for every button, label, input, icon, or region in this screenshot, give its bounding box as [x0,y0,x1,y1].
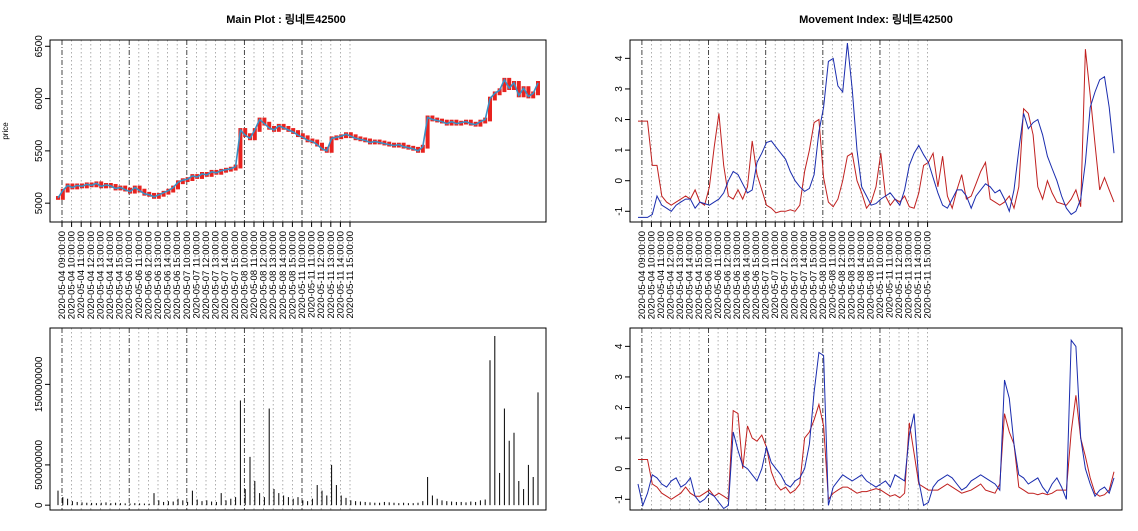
price-panel-x-tick-label: 2020-05-06 15:00:00 [172,231,183,319]
movement-panel-top-x-tick-label: 2020-05-08 12:00:00 [837,231,848,319]
movement-panel-top-x-tick-label: 2020-05-08 13:00:00 [846,231,857,319]
price-panel-x-tick-label: 2020-05-08 14:00:00 [278,231,289,319]
price-panel-frame [49,39,547,223]
price-panel-x-tick-label: 2020-05-06 11:00:00 [134,231,145,319]
movement-panel-top-y-tick-label: 0 [614,177,625,183]
movement-panel-bottom-y-tick-label: 4 [614,343,625,349]
movement-panel-top-x-tick-label: 2020-05-04 14:00:00 [685,231,696,319]
price-panel-x-tick-label: 2020-05-07 12:00:00 [201,231,212,319]
price-panel-x-tick-label: 2020-05-04 14:00:00 [105,231,116,319]
movement-panel-top-x-tick-label: 2020-05-11 12:00:00 [894,231,905,319]
movement-panel-top-x-tick-label: 2020-05-04 10:00:00 [646,231,657,319]
price-panel-x-tick-label: 2020-05-08 12:00:00 [259,231,270,319]
price-panel-x-tick-label: 2020-05-08 15:00:00 [287,231,298,319]
movement-panel-bottom-frame [629,327,1123,511]
movement-panel-bottom-y-tick-label: -1 [614,494,625,503]
volume-panel-y-tick-label: 0 [34,502,45,508]
movement-panel-bottom-blue-series-line [637,338,1115,510]
price-panel-x-tick-label: 2020-05-06 14:00:00 [163,231,174,319]
price-panel-x-tick-label: 2020-05-06 12:00:00 [143,231,154,319]
price-panel-x-tick-label: 2020-05-04 15:00:00 [115,231,126,319]
price-panel-x-tick-label: 2020-05-08 13:00:00 [268,231,279,319]
movement-panel-top-x-tick-label: 2020-05-04 13:00:00 [675,231,686,319]
movement-panel-top-red-series-line [638,49,1115,214]
price-panel-x-tick-label: 2020-05-04 13:00:00 [95,231,106,319]
price-panel-x-tick-label: 2020-05-11 14:00:00 [335,231,346,319]
movement-panel-top-x-tick-label: 2020-05-08 11:00:00 [827,231,838,319]
price-panel-x-tick-label: 2020-05-07 15:00:00 [230,231,241,319]
price-panel-x-tick-label: 2020-05-04 09:00:00 [57,231,68,319]
movement-panel-top-y-tick-label: 1 [614,147,625,153]
movement-panel-top-x-tick-label: 2020-05-08 15:00:00 [865,231,876,319]
movement-panel-bottom-red-series-line [638,395,1115,501]
movement-panel-top-x-tick-label: 2020-05-11 11:00:00 [884,231,895,318]
movement-panel-top-x-tick-label: 2020-05-08 14:00:00 [856,231,867,319]
movement-panel-top-x-tick-label: 2020-05-06 10:00:00 [704,231,715,319]
price-panel-x-tick-label: 2020-05-06 13:00:00 [153,231,164,319]
volume-panel-y-tick-label: 1500000000 [34,356,45,412]
movement-panel-top-x-tick-label: 2020-05-04 12:00:00 [665,231,676,319]
price-panel-x-tick-label: 2020-05-11 12:00:00 [316,231,327,319]
movement-panel-top-x-tick-label: 2020-05-06 14:00:00 [742,231,753,319]
main-plot-title: Main Plot : 링네트42500 [226,12,346,26]
movement-panel-top-y-tick-label: 3 [614,86,625,92]
movement-panel-top-x-tick-label: 2020-05-06 11:00:00 [713,231,724,319]
movement-panel-top-x-tick-label: 2020-05-07 13:00:00 [789,231,800,319]
movement-panel-top-y-tick-label: 2 [614,116,625,122]
movement-panel-top-y-tick-label: -1 [614,206,625,215]
price-panel-y-tick-label: 6500 [34,35,45,58]
price-panel-x-tick-label: 2020-05-11 10:00:00 [297,231,308,319]
price-panel-x-tick-label: 2020-05-04 11:00:00 [76,231,87,319]
movement-index-title: Movement Index: 링네트42500 [799,12,953,26]
price-panel-x-tick-label: 2020-05-08 11:00:00 [249,231,260,319]
movement-panel-top-x-tick-label: 2020-05-08 10:00:00 [818,231,829,319]
movement-panel-bottom-y-tick-label: 2 [614,404,625,410]
volume-panel-frame [49,327,547,511]
movement-panel-bottom-y-tick-label: 0 [614,465,625,471]
price-close-line [57,77,539,199]
price-panel-x-tick-label: 2020-05-04 10:00:00 [67,231,78,319]
movement-panel-top-y-tick-label: 4 [614,55,625,61]
movement-panel-top-x-tick-label: 2020-05-11 14:00:00 [913,231,924,319]
movement-panel-top-x-tick-label: 2020-05-11 13:00:00 [904,231,915,319]
price-panel-x-tick-label: 2020-05-07 11:00:00 [191,231,202,319]
movement-panel-top-x-tick-label: 2020-05-06 13:00:00 [732,231,743,319]
price-panel-y-axis-label: price [1,122,10,140]
price-panel-x-tick-label: 2020-05-04 12:00:00 [86,231,97,319]
movement-panel-top-blue-series-line [638,43,1115,218]
movement-panel-top-x-tick-label: 2020-05-07 14:00:00 [799,231,810,319]
price-panel-x-tick-label: 2020-05-11 11:00:00 [307,231,318,318]
movement-panel-top-x-tick-label: 2020-05-07 15:00:00 [808,231,819,319]
movement-panel-top-x-tick-label: 2020-05-06 15:00:00 [751,231,762,319]
movement-panel-top-x-tick-label: 2020-05-07 11:00:00 [770,231,781,319]
price-panel-x-tick-label: 2020-05-07 13:00:00 [211,231,222,319]
price-panel-x-tick-label: 2020-05-11 15:00:00 [345,231,356,319]
price-panel-x-tick-label: 2020-05-06 10:00:00 [124,231,135,319]
movement-panel-top-x-tick-label: 2020-05-06 12:00:00 [723,231,734,319]
movement-panel-top-x-tick-label: 2020-05-11 15:00:00 [923,231,934,319]
movement-panel-top-x-tick-label: 2020-05-07 12:00:00 [780,231,791,319]
movement-panel-bottom-y-tick-label: 3 [614,374,625,380]
price-panel-x-tick-label: 2020-05-11 13:00:00 [326,231,337,319]
price-panel-x-tick-label: 2020-05-07 14:00:00 [220,231,231,319]
movement-panel-bottom-y-tick-label: 1 [614,435,625,441]
volume-panel-y-tick-label: 500000000 [34,439,45,489]
price-panel-y-tick-label: 6000 [34,87,45,110]
movement-panel-top-x-tick-label: 2020-05-11 10:00:00 [875,231,886,319]
price-panel-x-tick-label: 2020-05-07 10:00:00 [182,231,193,319]
price-panel-x-tick-label: 2020-05-08 10:00:00 [239,231,250,319]
price-panel-y-tick-label: 5500 [34,139,45,162]
movement-panel-top-x-tick-label: 2020-05-04 15:00:00 [694,231,705,319]
movement-panel-top-x-tick-label: 2020-05-04 11:00:00 [656,231,667,319]
movement-panel-top-frame [629,39,1123,223]
movement-panel-top-x-tick-label: 2020-05-04 09:00:00 [637,231,648,319]
movement-panel-top-x-tick-label: 2020-05-07 10:00:00 [761,231,772,319]
price-panel-y-tick-label: 5000 [34,192,45,215]
